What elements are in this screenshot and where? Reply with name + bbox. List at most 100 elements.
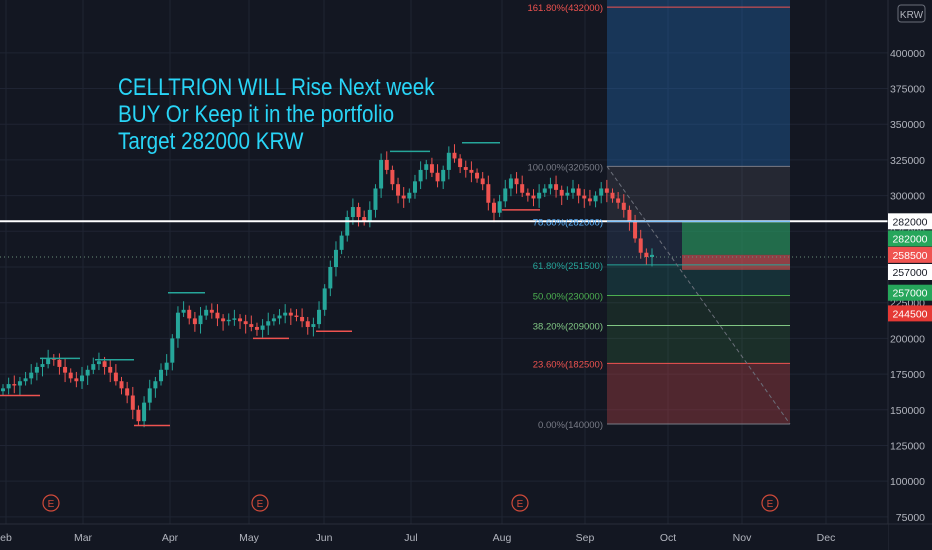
earnings-marker-label: E xyxy=(48,499,55,510)
fib-zone xyxy=(607,325,790,364)
fib-zones xyxy=(607,0,790,425)
price-badge-label: 244500 xyxy=(892,308,927,320)
price-axis[interactable]: 7500010000012500015000017500020000022500… xyxy=(887,0,932,550)
price-badge xyxy=(888,263,932,280)
candle-body xyxy=(57,359,62,367)
candle-body xyxy=(650,254,654,258)
candle-body xyxy=(565,192,570,196)
fib-label: 38.20%(209000) xyxy=(533,322,603,333)
candle-body xyxy=(599,188,604,196)
candle-body xyxy=(271,318,276,322)
candle-body xyxy=(6,384,11,389)
x-tick-label: eb xyxy=(0,532,12,544)
candle-body xyxy=(294,315,299,317)
x-tick-label: Mar xyxy=(74,532,93,544)
fib-label: 78.60%(282000) xyxy=(533,217,603,228)
trend-line xyxy=(606,166,791,425)
time-axis[interactable]: eb Mar Apr May Jun Jul Aug Sep Oct Nov Dec xyxy=(0,523,932,550)
price-badge-label: 282000 xyxy=(892,216,927,228)
candle-body xyxy=(175,312,180,339)
candle-body xyxy=(187,309,192,319)
candle-body xyxy=(497,201,502,213)
candle-body xyxy=(339,235,344,250)
candle-body xyxy=(125,388,130,396)
candle-body xyxy=(164,362,169,370)
candle-body xyxy=(260,325,265,330)
candle-body xyxy=(582,195,587,199)
currency-badge-label: KRW xyxy=(900,10,924,21)
fib-label: 161.80%(432000) xyxy=(527,3,603,14)
fib-label: 50.00%(230000) xyxy=(533,292,603,303)
fib-levels: 161.80%(432000) 100.00%(320500) 78.60%(282… xyxy=(0,3,888,431)
earnings-marker-label: E xyxy=(767,499,774,510)
candle-body xyxy=(638,238,643,253)
x-tick-label: Oct xyxy=(660,532,676,544)
candle-body xyxy=(249,324,254,327)
candle-body xyxy=(604,188,609,193)
candle-body xyxy=(305,321,310,327)
candle-body xyxy=(548,184,553,189)
candle-body xyxy=(559,189,564,196)
price-badge-label: 282000 xyxy=(892,233,927,245)
y-tick-label: 375000 xyxy=(890,84,925,96)
fib-zone-red xyxy=(607,363,790,425)
candle-body xyxy=(379,159,384,189)
x-tick-label: Jun xyxy=(316,532,333,544)
y-tick-label: 300000 xyxy=(890,191,925,203)
candle-body xyxy=(644,252,649,258)
y-tick-label: 75000 xyxy=(896,512,925,524)
candle-body xyxy=(537,192,542,199)
candle-body xyxy=(350,207,355,218)
candle-body xyxy=(170,338,175,363)
candle-body xyxy=(232,318,237,320)
price-badge-label: 258500 xyxy=(892,250,927,262)
candle-body xyxy=(616,198,621,203)
candle-body xyxy=(74,378,79,382)
candle-body xyxy=(412,181,417,193)
candle-body xyxy=(102,361,107,367)
candle-body xyxy=(119,381,124,389)
candle-body xyxy=(238,318,243,322)
candle-body xyxy=(215,312,220,319)
candle-body xyxy=(113,372,118,382)
candle-body xyxy=(1,388,5,392)
grid xyxy=(0,0,888,524)
candle-body xyxy=(226,319,231,322)
price-badge-label: 257000 xyxy=(892,267,927,279)
target-box xyxy=(682,221,790,255)
candle-body xyxy=(576,188,581,196)
candle-body xyxy=(514,178,519,185)
price-badge xyxy=(888,246,932,263)
candle-body xyxy=(424,164,429,170)
candle-body xyxy=(322,288,327,310)
x-tick-label: Sep xyxy=(576,532,595,544)
candle-body xyxy=(243,321,248,325)
earnings-marker-icon xyxy=(42,494,60,512)
candle-body xyxy=(407,192,412,199)
candle-body xyxy=(277,315,282,319)
candle-body xyxy=(463,167,468,170)
candle-body xyxy=(486,184,491,203)
candle-body xyxy=(362,217,367,222)
candle-body xyxy=(542,188,547,193)
candle-body xyxy=(288,312,293,316)
price-badge-label: 257000 xyxy=(892,288,927,300)
earnings-marker-icon xyxy=(511,494,529,512)
annotation-line-1: CELLTRION WILL Rise Next week xyxy=(118,74,435,101)
candle-body xyxy=(181,309,186,313)
candle-body xyxy=(204,309,209,316)
candle-body xyxy=(435,172,440,182)
candle-body xyxy=(209,309,214,313)
currency-badge xyxy=(897,4,926,23)
price-badge xyxy=(888,284,932,301)
candle-body xyxy=(401,195,406,199)
candle-body xyxy=(373,188,378,210)
candle-body xyxy=(153,381,158,389)
candle-body xyxy=(221,318,226,322)
fib-zone xyxy=(607,166,790,222)
fib-label: 61.80%(251500) xyxy=(533,261,603,272)
fib-zone xyxy=(607,264,790,296)
x-tick-label: Dec xyxy=(817,532,836,544)
candle-body xyxy=(452,152,457,159)
